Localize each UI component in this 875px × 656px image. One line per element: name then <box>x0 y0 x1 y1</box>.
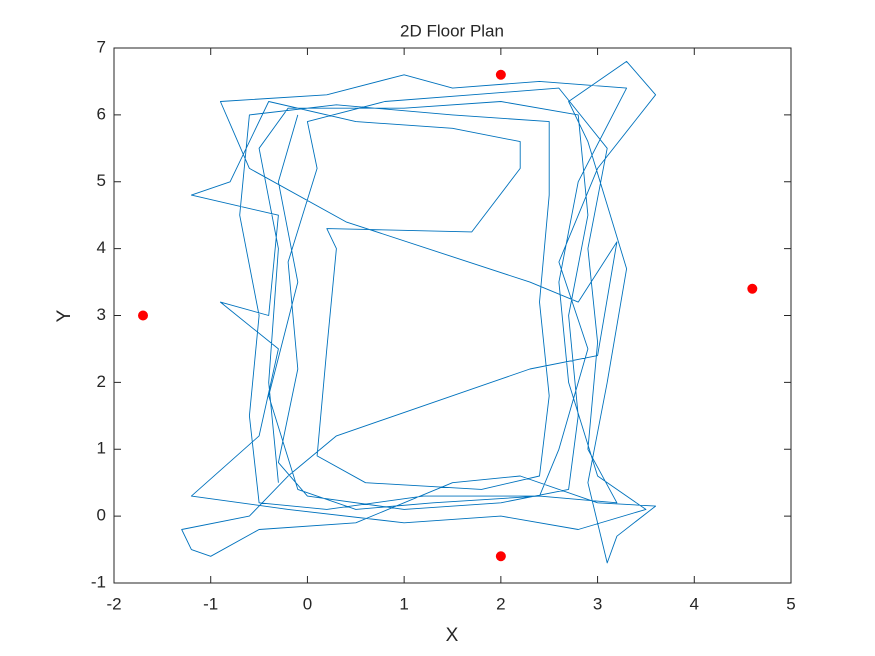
x-tick-label: 1 <box>399 594 408 613</box>
y-axis-label: Y <box>54 309 75 322</box>
scatter-point <box>495 69 506 80</box>
scatter-point <box>747 283 758 294</box>
x-tick-label: 4 <box>690 594 699 613</box>
x-tick-label: -2 <box>106 594 121 613</box>
x-tick-label: 5 <box>786 594 795 613</box>
y-tick-label: 0 <box>97 506 106 525</box>
y-tick-label: 1 <box>97 439 106 458</box>
x-tick-label: -1 <box>203 594 218 613</box>
x-tick-label: 2 <box>496 594 505 613</box>
y-tick-label: 5 <box>97 171 106 190</box>
x-tick-label: 3 <box>593 594 602 613</box>
x-axis-label: X <box>446 625 459 646</box>
scatter-point <box>495 551 506 562</box>
x-tick-label: 0 <box>303 594 312 613</box>
chart-title: 2D Floor Plan <box>400 21 504 40</box>
y-tick-label: 3 <box>97 305 106 324</box>
y-tick-label: 7 <box>97 37 106 56</box>
y-tick-label: 4 <box>97 238 106 257</box>
y-tick-label: 2 <box>97 372 106 391</box>
y-tick-label: 6 <box>97 104 106 123</box>
scatter-point <box>138 310 149 321</box>
trajectory-line <box>181 60 657 564</box>
y-tick-label: -1 <box>91 572 106 591</box>
